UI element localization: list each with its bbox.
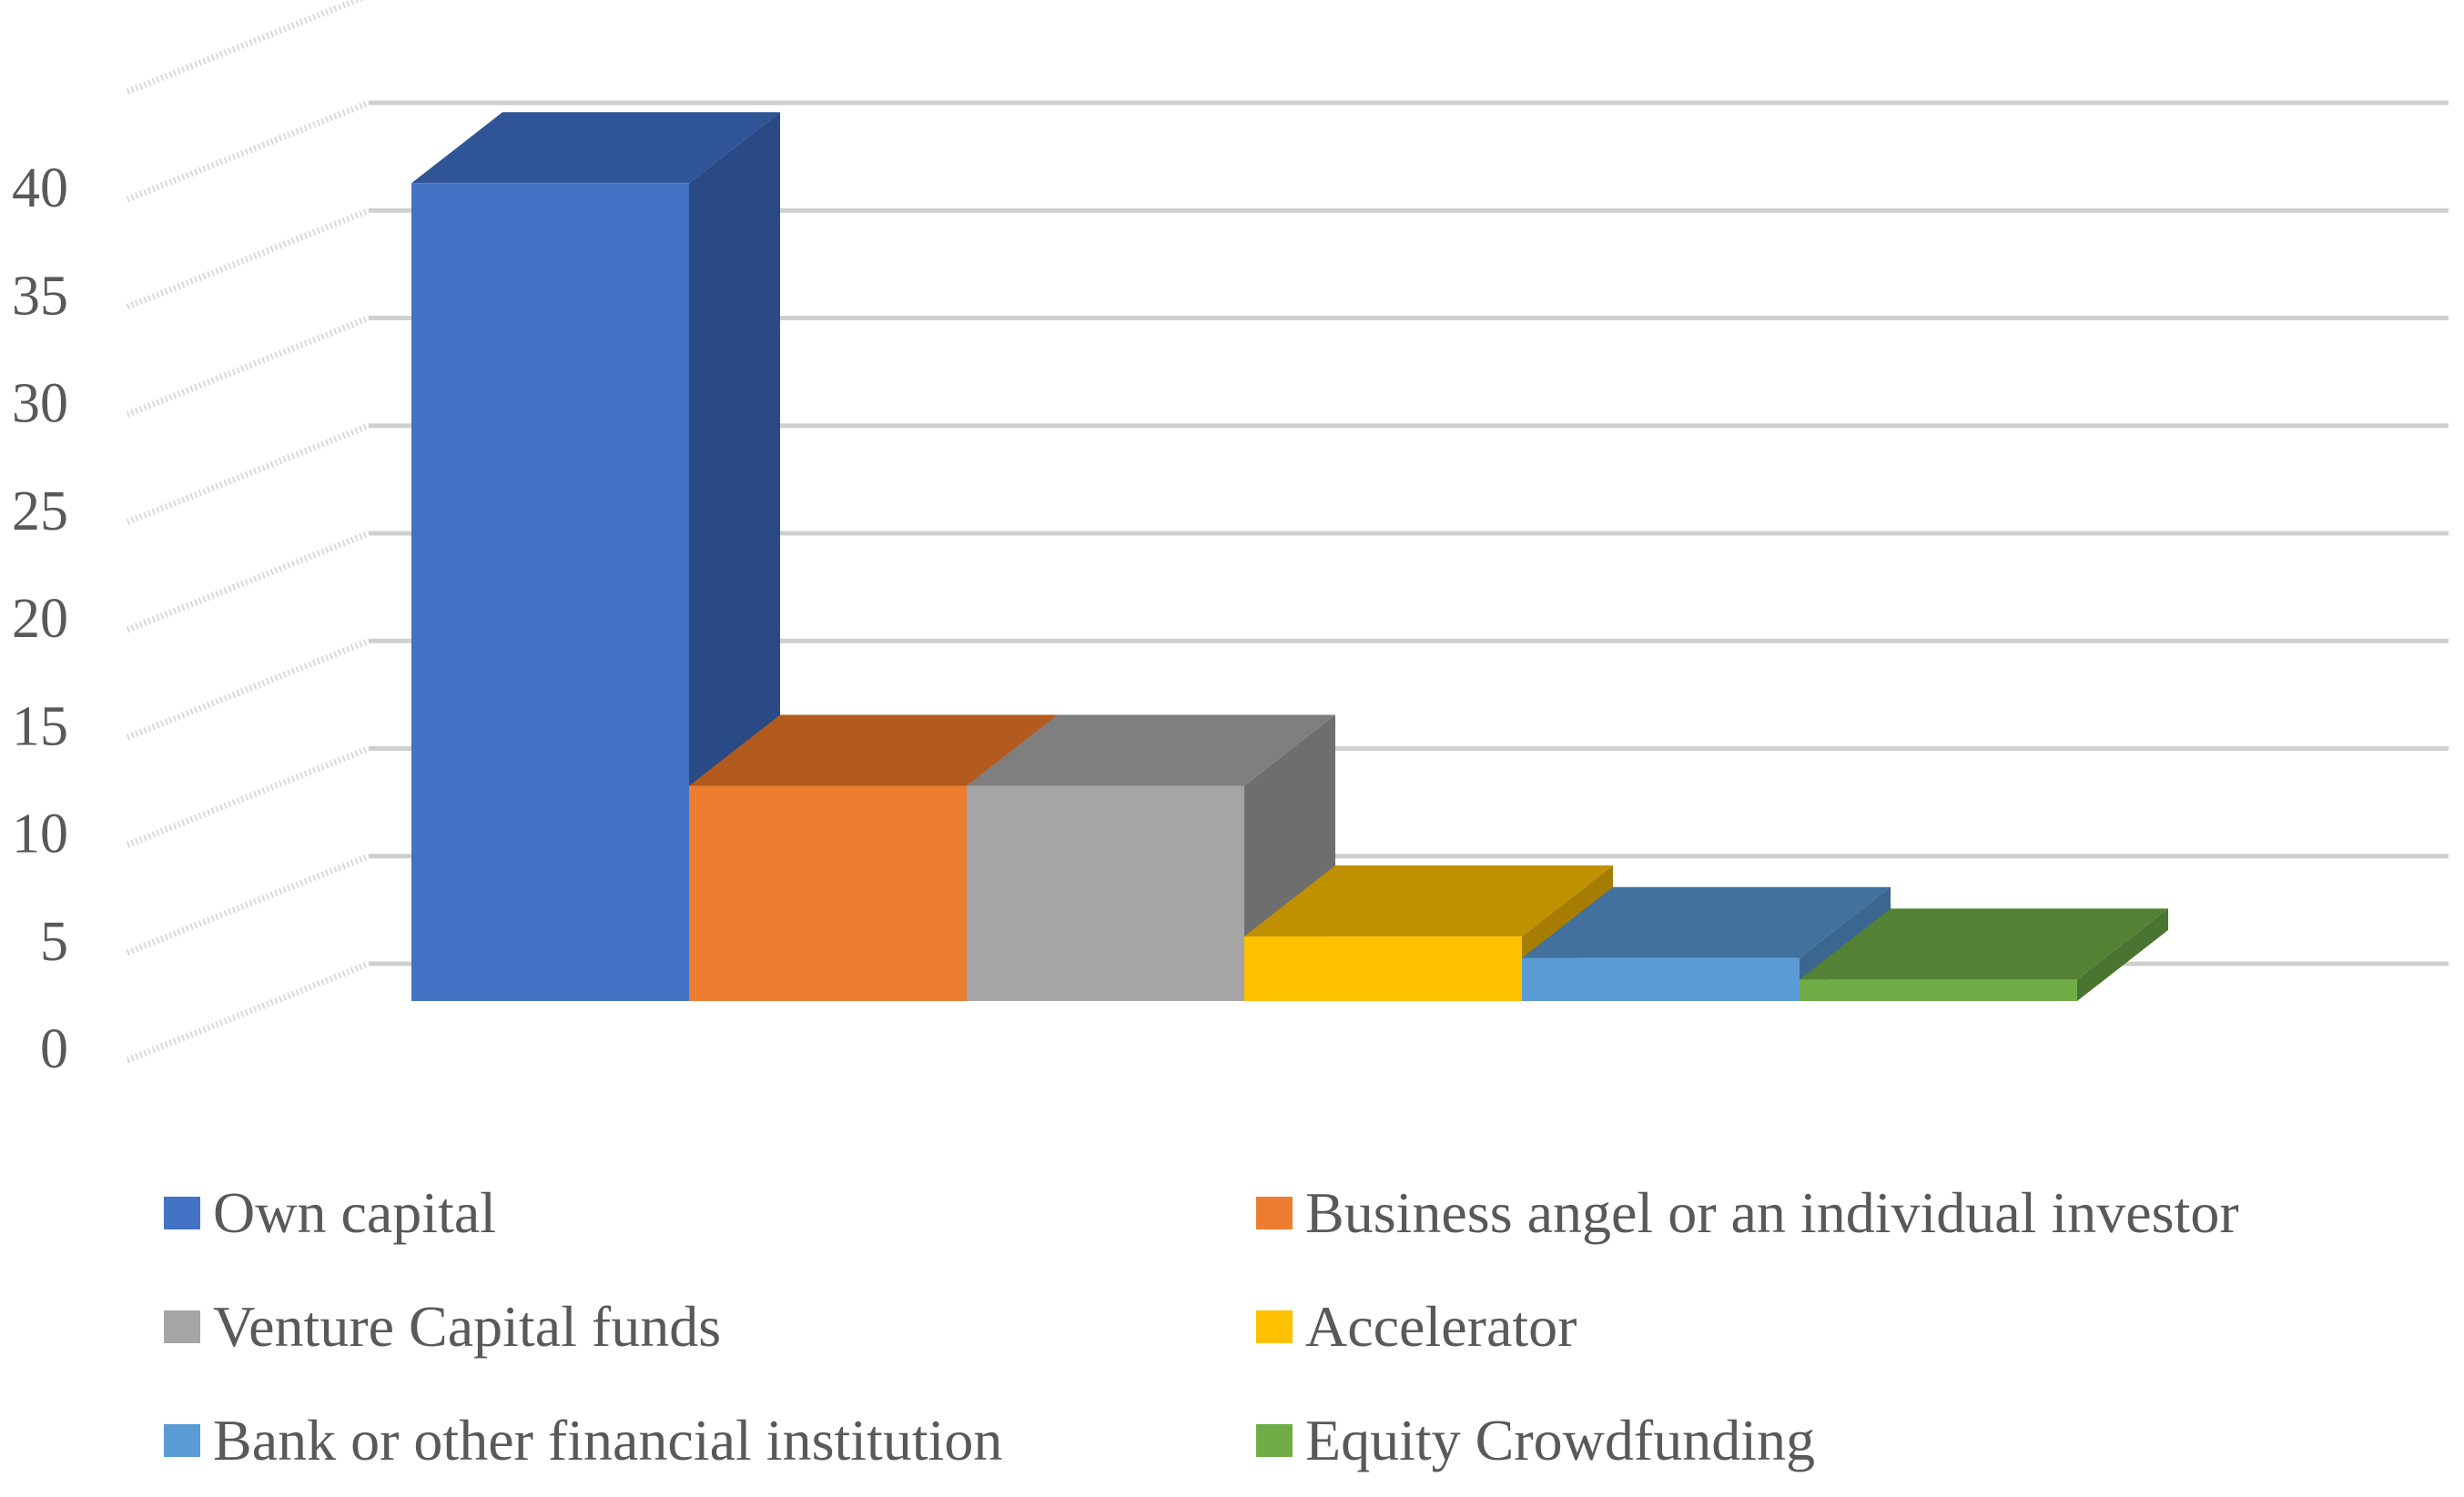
y-tick-label: 40 <box>12 157 68 219</box>
bar-front-face <box>411 183 689 1002</box>
legend-swatch <box>1256 1196 1293 1229</box>
gridline-depth <box>126 960 370 1064</box>
bar-side-face <box>2077 908 2168 1001</box>
gridline-depth <box>126 853 370 956</box>
gridline-depth <box>126 422 370 525</box>
legend-swatch <box>164 1196 200 1229</box>
legend-item: Accelerator <box>1256 1269 2348 1383</box>
gridline-depth <box>126 0 366 95</box>
y-tick-label: 0 <box>40 1018 68 1080</box>
y-tick-label: 15 <box>12 695 68 757</box>
y-tick-label: 10 <box>12 804 68 865</box>
gridline-depth <box>126 530 370 633</box>
bar-chart: 0 5 10 15 20 25 30 35 40 <box>12 0 2449 1080</box>
bar <box>1522 886 1891 1001</box>
legend: Own capital Business angel or an individu… <box>164 1156 2421 1483</box>
bar-front-face <box>689 785 967 1001</box>
legend-item: Own capital <box>164 1156 1256 1269</box>
y-tick-label: 30 <box>12 373 68 435</box>
y-tick-label: 25 <box>12 480 68 542</box>
legend-swatch <box>164 1423 200 1457</box>
bar-top-face <box>967 714 1335 786</box>
legend-label: Accelerator <box>1305 1293 1577 1359</box>
gridline-depth <box>126 745 370 848</box>
gridline-depth <box>126 315 370 418</box>
legend-label: Own capital <box>213 1179 496 1245</box>
legend-item: Equity Crowdfunding <box>1256 1383 2348 1497</box>
gridline-depth <box>126 638 370 741</box>
y-tick-label: 5 <box>40 911 68 973</box>
legend-label: Venture Capital funds <box>213 1293 722 1359</box>
legend-item: Business angel or an individual investor <box>1256 1156 2348 1269</box>
y-tick-label: 20 <box>12 588 68 650</box>
bars <box>411 112 2168 1002</box>
y-tick-label: 35 <box>12 265 68 327</box>
legend-item: Venture Capital funds <box>164 1269 1256 1383</box>
bar-front-face <box>1522 957 1800 1001</box>
bar-top-face <box>1522 886 1891 958</box>
bar-top-face <box>1800 908 2168 980</box>
legend-label: Business angel or an individual investor <box>1305 1179 2239 1245</box>
legend-label: Bank or other financial institution <box>213 1407 1003 1472</box>
bar-top-face <box>689 714 1058 786</box>
bar-top-face <box>411 112 780 184</box>
gridline-depth <box>126 207 370 310</box>
legend-label: Equity Crowdfunding <box>1305 1407 1815 1472</box>
legend-swatch <box>1256 1423 1293 1457</box>
bar-front-face <box>1800 979 2077 1001</box>
bar <box>1800 908 2168 1001</box>
bar-top-face <box>1244 865 1613 937</box>
legend-swatch <box>164 1310 200 1343</box>
y-axis-tick-labels: 0 5 10 15 20 25 30 35 40 <box>12 157 68 1080</box>
bar-front-face <box>1244 936 1522 1001</box>
gridline-depth <box>126 99 370 203</box>
bar-front-face <box>967 785 1244 1001</box>
legend-swatch <box>1256 1310 1293 1343</box>
legend-item: Bank or other financial institution <box>164 1383 1256 1497</box>
